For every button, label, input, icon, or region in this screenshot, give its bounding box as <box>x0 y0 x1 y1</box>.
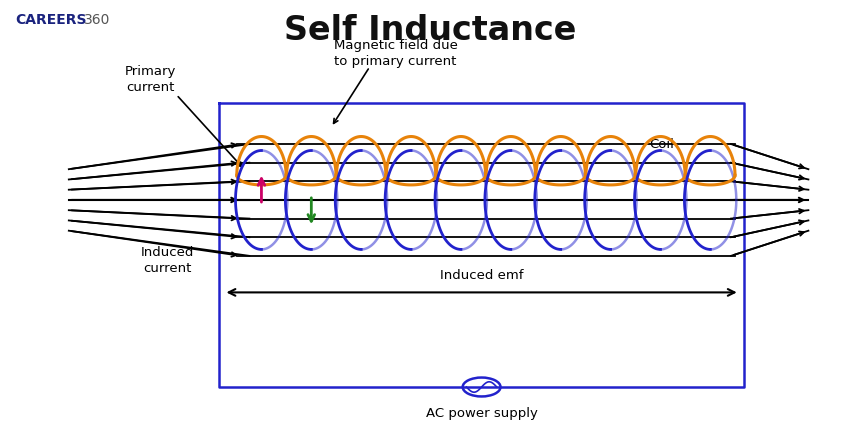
Text: Induced
current: Induced current <box>141 246 194 275</box>
Text: Coil: Coil <box>649 138 674 150</box>
Text: AC power supply: AC power supply <box>426 407 538 420</box>
Text: Self Inductance: Self Inductance <box>284 14 576 46</box>
Text: Magnetic field due
to primary current: Magnetic field due to primary current <box>334 39 458 68</box>
Text: Primary
current: Primary current <box>125 65 176 94</box>
Text: CAREERS: CAREERS <box>15 13 87 27</box>
Text: 360: 360 <box>84 13 111 27</box>
Text: Induced emf: Induced emf <box>439 269 524 282</box>
